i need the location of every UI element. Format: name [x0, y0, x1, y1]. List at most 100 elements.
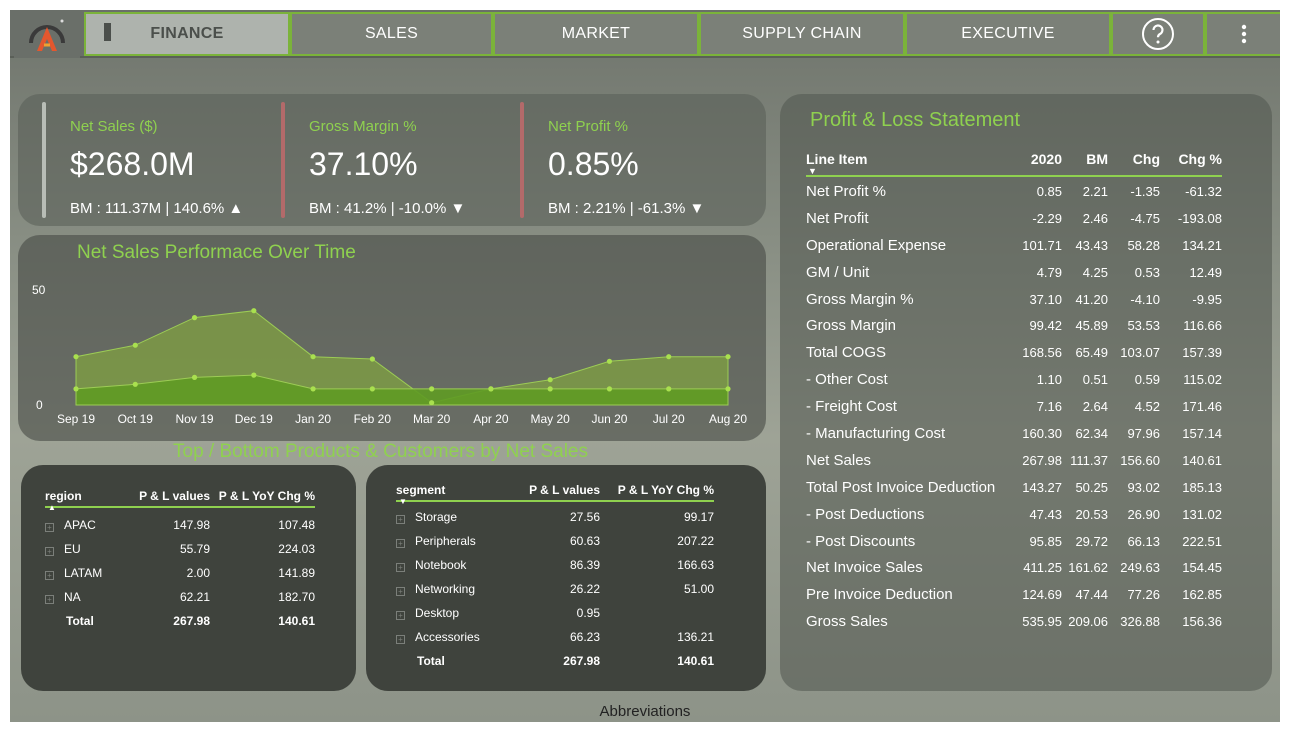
table-row[interactable]: + Notebook 86.39 166.63: [396, 553, 714, 577]
pl-header-chg-pct[interactable]: Chg %: [1178, 150, 1222, 167]
sortable-header-region[interactable]: region ▲: [45, 488, 82, 513]
x-tick-label: Aug 20: [709, 412, 747, 426]
pl-row[interactable]: Net Profit % 0.85 2.21 -1.35 -61.32: [806, 178, 1222, 205]
cell-pl-value: 60.63: [569, 534, 600, 548]
expand-icon[interactable]: +: [396, 611, 405, 620]
y-tick-label: 50: [32, 283, 46, 297]
pl-header-2020[interactable]: 2020: [1030, 150, 1062, 167]
x-tick-label: Jul 20: [653, 412, 685, 426]
table-row[interactable]: + Desktop 0.95: [396, 601, 714, 625]
tab-label: SALES: [364, 25, 419, 42]
pl-row[interactable]: Gross Sales 535.95 209.06 326.88 156.36: [806, 608, 1222, 635]
pl-row[interactable]: Total COGS 168.56 65.49 103.07 157.39: [806, 339, 1222, 366]
net-sales-area-chart: 50 0 Sep 19 Oct 19 Nov 19 Dec 19 Jan 20 Feb 20 M…: [32, 283, 747, 426]
dashboard: FINANCE SALES MARKET SUPPLY CHAIN EXECUT…: [10, 10, 1280, 722]
pl-row[interactable]: Gross Margin 99.42 45.89 53.53 116.66: [806, 312, 1222, 339]
sortable-header-segment[interactable]: segment ▼: [396, 482, 446, 507]
pl-line-item: - Manufacturing Cost: [806, 424, 946, 442]
pl-line-item: Operational Expense: [806, 236, 947, 254]
pl-line-item: Total COGS: [806, 344, 887, 362]
expand-icon[interactable]: +: [45, 595, 54, 604]
x-tick-label: Nov 19: [176, 412, 214, 426]
kpi-value: $268.0M: [70, 146, 195, 182]
header-pl-values[interactable]: P & L values: [139, 488, 210, 503]
pl-chg: 97.96: [1127, 425, 1160, 441]
expand-icon[interactable]: +: [396, 635, 405, 644]
header-pl-yoy[interactable]: P & L YoY Chg %: [617, 482, 714, 497]
table-row[interactable]: + EU 55.79 224.03: [45, 537, 315, 561]
pl-chg-pct: 134.21: [1182, 237, 1222, 253]
pl-row[interactable]: Net Sales 267.98 111.37 156.60 140.61: [806, 447, 1222, 474]
expand-icon[interactable]: +: [396, 587, 405, 596]
pl-2020: 7.16: [1036, 399, 1062, 415]
pl-line-item: Net Sales: [806, 451, 872, 469]
expand-icon[interactable]: +: [45, 523, 54, 532]
table-row[interactable]: + APAC 147.98 107.48: [45, 513, 315, 537]
tab-finance[interactable]: FINANCE: [84, 12, 290, 56]
pl-row[interactable]: Pre Invoice Deduction 124.69 47.44 77.26 162…: [806, 581, 1222, 608]
table-row[interactable]: + LATAM 2.00 141.89: [45, 561, 315, 585]
help-button[interactable]: [1111, 12, 1205, 56]
tab-supply-chain[interactable]: SUPPLY CHAIN: [699, 12, 905, 56]
table-row[interactable]: + NA 62.21 182.70: [45, 585, 315, 609]
cell-pl-value: 27.56: [569, 510, 600, 524]
pl-header-chg[interactable]: Chg: [1132, 150, 1160, 167]
pl-line-item: Net Profit %: [806, 182, 887, 200]
tab-market[interactable]: MARKET: [493, 12, 699, 56]
pl-bm: 45.89: [1075, 318, 1108, 334]
pl-row[interactable]: Operational Expense 101.71 43.43 58.28 134.2…: [806, 232, 1222, 259]
table-row[interactable]: + Peripherals 60.63 207.22: [396, 529, 714, 553]
pl-chg-pct: -61.32: [1185, 183, 1222, 199]
pl-bm: 2.21: [1082, 183, 1108, 199]
pl-header-line-item[interactable]: Line Item ▼: [806, 150, 868, 177]
total-value: 267.98: [173, 614, 210, 628]
pl-chg: -1.35: [1130, 183, 1160, 199]
pl-bm: 20.53: [1075, 506, 1108, 522]
total-label: Total: [66, 614, 94, 628]
pl-row[interactable]: - Manufacturing Cost 160.30 62.34 97.96 157.…: [806, 420, 1222, 447]
table-row[interactable]: + Storage 27.56 99.17: [396, 505, 714, 529]
pl-2020: 4.79: [1036, 264, 1062, 280]
kpi-value: 37.10%: [309, 146, 418, 182]
abbreviations-link[interactable]: Abbreviations: [599, 703, 691, 720]
header-pl-values[interactable]: P & L values: [529, 482, 600, 497]
kpi-gross-margin: Gross Margin % 37.10% BM : 41.2% | -10.0…: [281, 102, 511, 218]
pl-row[interactable]: - Post Deductions 47.43 20.53 26.90 131.02: [806, 501, 1222, 528]
pl-chg-pct: 222.51: [1182, 533, 1222, 549]
pl-chg: 77.26: [1127, 587, 1160, 603]
pl-2020: 0.85: [1036, 183, 1062, 199]
pl-header-bm[interactable]: BM: [1086, 150, 1108, 167]
pl-row[interactable]: Total Post Invoice Deduction 143.27 50.25 9…: [806, 474, 1222, 501]
pl-row[interactable]: Net Invoice Sales 411.25 161.62 249.63 154.4…: [806, 554, 1222, 581]
pl-row[interactable]: - Freight Cost 7.16 2.64 4.52 171.46: [806, 393, 1222, 420]
more-vertical-icon: [1241, 24, 1246, 44]
pl-chg-pct: 12.49: [1189, 264, 1222, 280]
pl-2020: 168.56: [1022, 345, 1062, 361]
pl-chg-pct: 156.36: [1182, 614, 1222, 630]
pl-row[interactable]: Net Profit -2.29 2.46 -4.75 -193.08: [806, 205, 1222, 232]
pl-2020: -2.29: [1032, 210, 1062, 226]
pl-row[interactable]: - Post Discounts 95.85 29.72 66.13 222.51: [806, 528, 1222, 555]
segment-table-panel: segment ▼ P & L values P & L YoY Chg % +…: [366, 465, 766, 691]
pl-row[interactable]: - Other Cost 1.10 0.51 0.59 115.02: [806, 366, 1222, 393]
header-pl-yoy[interactable]: P & L YoY Chg %: [218, 488, 315, 503]
pl-2020: 99.42: [1029, 318, 1062, 334]
expand-icon[interactable]: +: [396, 563, 405, 572]
expand-icon[interactable]: +: [45, 571, 54, 580]
expand-icon[interactable]: +: [45, 547, 54, 556]
table-row[interactable]: + Accessories 66.23 136.21: [396, 625, 714, 649]
pl-2020: 95.85: [1029, 533, 1062, 549]
pl-row[interactable]: Gross Margin % 37.10 41.20 -4.10 -9.95: [806, 286, 1222, 313]
tab-sales[interactable]: SALES: [290, 12, 493, 56]
table-row[interactable]: + Networking 26.22 51.00: [396, 577, 714, 601]
expand-icon[interactable]: +: [396, 539, 405, 548]
pl-2020: 535.95: [1022, 614, 1062, 630]
x-tick-label: Feb 20: [354, 412, 392, 426]
kpi-benchmark: BM : 2.21% | -61.3% ▼: [548, 200, 705, 217]
expand-icon[interactable]: +: [396, 515, 405, 524]
pl-row[interactable]: GM / Unit 4.79 4.25 0.53 12.49: [806, 259, 1222, 286]
tab-executive[interactable]: EXECUTIVE: [905, 12, 1111, 56]
pl-2020: 124.69: [1022, 587, 1062, 603]
pl-title: Profit & Loss Statement: [810, 109, 1021, 131]
more-menu-button[interactable]: [1205, 12, 1280, 56]
